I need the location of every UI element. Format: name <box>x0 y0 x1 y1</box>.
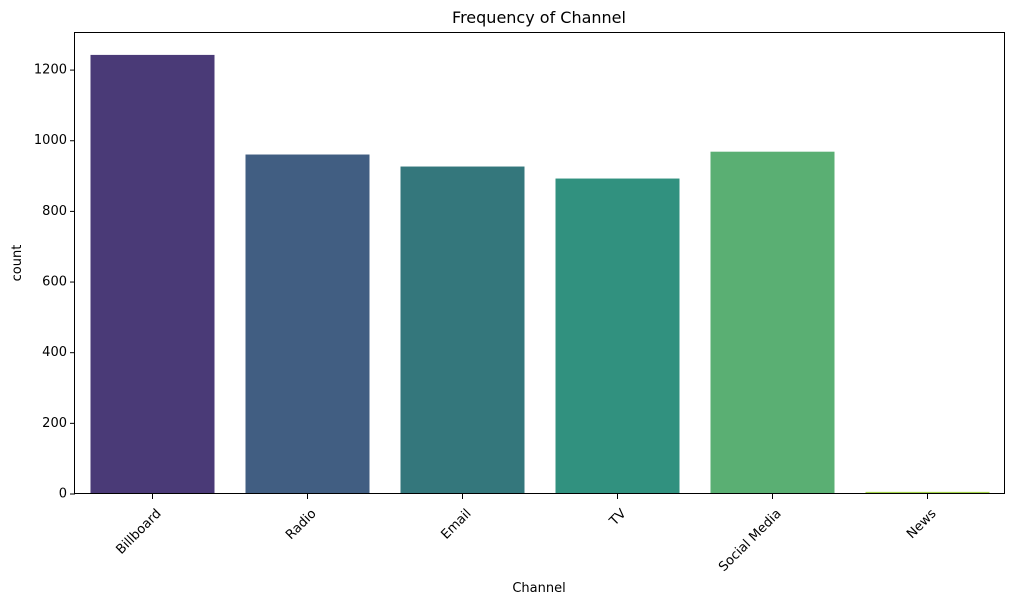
plot-frame <box>74 32 1005 494</box>
bar-news <box>865 491 990 494</box>
y-tick-label-0: 0 <box>59 487 67 502</box>
x-axis-label: Channel <box>512 581 565 596</box>
y-tick-label-1200: 1200 <box>34 63 67 78</box>
y-axis: 0 200 400 600 800 1000 1200 <box>34 63 75 502</box>
y-tick-label-400: 400 <box>42 345 67 360</box>
bar-social-media <box>710 151 835 494</box>
x-tick-label-tv: TV <box>606 506 629 529</box>
bars-group <box>90 54 990 495</box>
bar-email <box>400 166 525 494</box>
x-tick-label-news: News <box>904 506 940 542</box>
y-tick-label-800: 800 <box>42 204 67 219</box>
x-tick-label-billboard: Billboard <box>113 506 164 557</box>
x-tick-label-radio: Radio <box>283 506 319 542</box>
y-tick-label-1000: 1000 <box>34 133 67 148</box>
bar-tv <box>555 178 680 495</box>
x-tick-label-social-media: Social Media <box>716 506 784 574</box>
y-axis-label: count <box>10 245 25 282</box>
chart-title: Frequency of Channel <box>452 8 626 27</box>
x-tick-label-email: Email <box>438 506 474 542</box>
bar-radio <box>245 154 370 494</box>
y-tick-label-600: 600 <box>42 275 67 290</box>
x-axis: Billboard Radio Email TV Social Media News <box>113 494 940 575</box>
y-tick-label-200: 200 <box>42 416 67 431</box>
bar-billboard <box>90 54 215 494</box>
